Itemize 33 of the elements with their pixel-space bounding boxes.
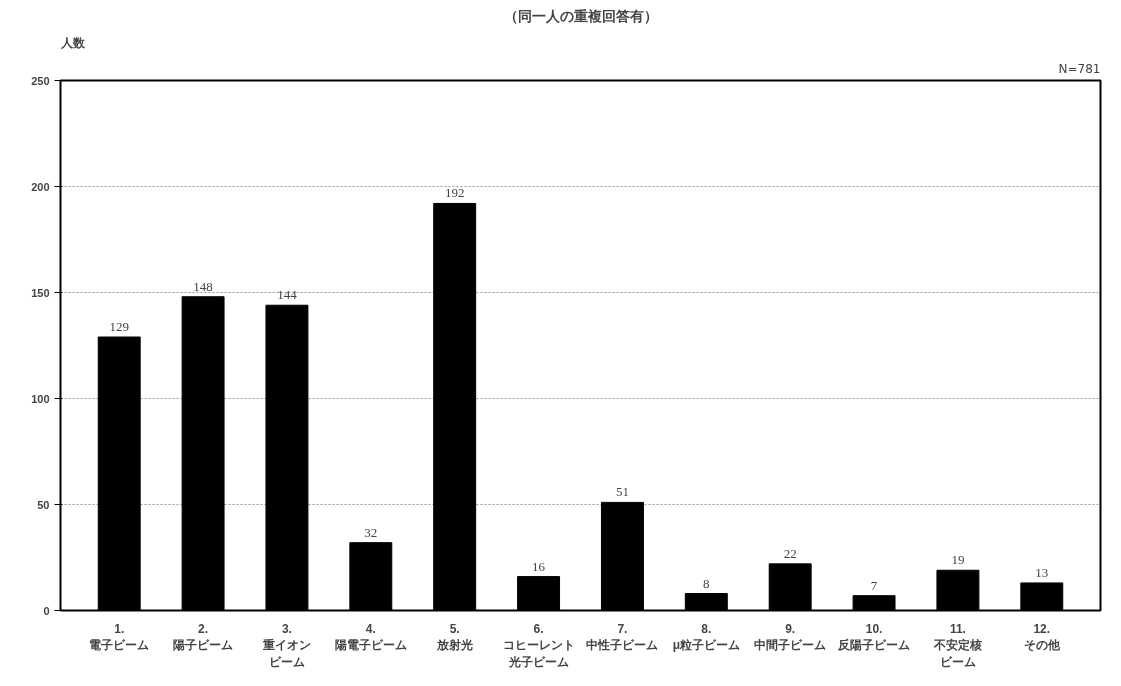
x-tick-label: 10. 反陽子ビーム xyxy=(837,621,911,653)
y-tick-label: 0 xyxy=(43,604,50,617)
y-tick-label: 200 xyxy=(31,180,50,193)
x-tick-label: 3. 重イオンビーム xyxy=(261,621,311,670)
x-tick-label: 5. 放射光 xyxy=(435,621,473,653)
data-label: 13 xyxy=(1035,564,1049,580)
x-tick-label: 7. 中性子ビーム xyxy=(586,621,659,653)
y-tick-label: 150 xyxy=(31,286,50,299)
y-tick-label: 50 xyxy=(37,498,50,511)
data-label: 16 xyxy=(532,558,546,574)
data-label: 144 xyxy=(277,287,298,303)
y-tick-label: 250 xyxy=(31,74,50,87)
data-label: 7 xyxy=(870,577,878,593)
x-tick-label: 9. 中間子ビーム xyxy=(754,621,827,653)
x-tick-label: 12. その他 xyxy=(1023,621,1061,653)
data-label: 19 xyxy=(951,552,965,568)
x-tick-label: 11. 不安定核ビーム xyxy=(932,621,982,670)
x-tick-label: 8. μ粒子ビーム xyxy=(672,621,740,653)
data-label: 148 xyxy=(193,278,213,294)
x-tick-label: 6. コヒーレント光子ビーム xyxy=(502,621,575,670)
y-axis-title: 人数 xyxy=(59,35,86,50)
data-label: 51 xyxy=(615,484,629,500)
data-label: 192 xyxy=(444,185,465,201)
x-tick-label: 1. 電子ビーム xyxy=(89,621,150,653)
x-tick-label: 4. 陽電子ビーム xyxy=(334,621,407,653)
chart-title: （同一人の重複回答有） xyxy=(503,7,658,24)
text: N=781 xyxy=(1058,61,1101,76)
data-label: 22 xyxy=(783,545,797,561)
x-tick-label: 2. 陽子ビーム xyxy=(173,621,234,653)
y-tick-label: 100 xyxy=(31,392,50,405)
data-label: 32 xyxy=(364,524,378,540)
data-label: 8 xyxy=(703,575,710,591)
data-label: 129 xyxy=(109,319,129,335)
